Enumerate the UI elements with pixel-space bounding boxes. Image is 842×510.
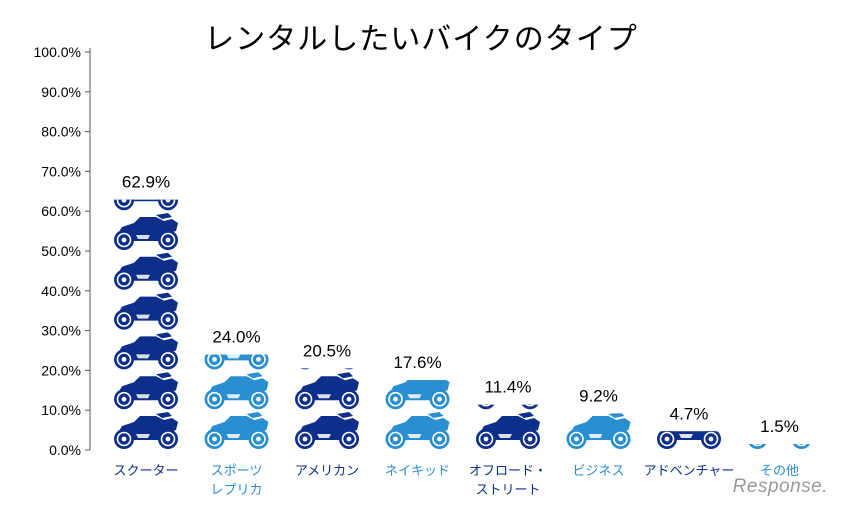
motorcycle-icon	[748, 444, 811, 449]
motorcycle-icon	[204, 354, 269, 370]
bar	[295, 368, 359, 449]
value-label: 9.2%	[579, 386, 618, 405]
category-label: アメリカン	[295, 464, 359, 479]
category-labels: スクーター スポーツレプリカ アメリカン ネイキッド オフロード・ストリート ビジネス アド…	[113, 464, 799, 498]
category-label: スクーター	[113, 464, 178, 479]
y-tick-label: 90.0%	[41, 84, 81, 100]
value-label: 17.6%	[393, 353, 441, 372]
bar	[114, 199, 178, 449]
motorcycle-icon	[114, 199, 178, 211]
y-tick-label: 20.0%	[41, 362, 81, 378]
bar	[657, 431, 721, 449]
category-label: オフロード・ストリート	[469, 464, 547, 498]
category-label: ネイキッド	[385, 464, 450, 479]
motorcycle-icon	[114, 292, 178, 330]
bar	[566, 413, 631, 449]
bar	[385, 379, 450, 449]
motorcycle-icon	[566, 413, 631, 449]
category-label: その他	[760, 464, 799, 479]
motorcycle-icon	[300, 368, 354, 370]
y-tick-label: 40.0%	[41, 283, 81, 299]
value-label: 4.7%	[670, 404, 709, 423]
bar	[476, 404, 540, 449]
watermark: Response.	[732, 476, 828, 497]
motorcycle-icon	[657, 431, 721, 449]
value-label: 20.5%	[303, 341, 351, 360]
motorcycle-icon	[385, 379, 450, 410]
y-tick-label: 30.0%	[41, 323, 81, 339]
motorcycle-icon	[114, 332, 178, 370]
motorcycle-icon	[114, 372, 178, 410]
bar	[748, 444, 811, 449]
category-label: ビジネス	[572, 464, 624, 479]
motorcycle-icon	[295, 412, 359, 449]
y-axis: 0.0% 10.0% 20.0% 30.0% 40.0% 50.0% 60.0% 70.0% 8…	[34, 44, 91, 458]
y-tick-label: 0.0%	[49, 442, 81, 458]
y-tick-label: 80.0%	[41, 124, 81, 140]
motorcycle-icon	[385, 412, 450, 449]
motorcycle-icon	[477, 404, 539, 410]
value-label: 62.9%	[122, 173, 170, 192]
y-tick-label: 70.0%	[41, 163, 81, 179]
motorcycle-icon	[476, 412, 540, 449]
motorcycle-icon	[204, 372, 269, 410]
bar	[204, 354, 269, 449]
y-tick-label: 10.0%	[41, 402, 81, 418]
category-label: スポーツレプリカ	[210, 464, 262, 498]
motorcycle-icon	[114, 412, 178, 449]
motorcycle-icon	[114, 252, 178, 290]
y-tick-label: 60.0%	[41, 203, 81, 219]
chart-title: レンタルしたいバイクのタイプ	[204, 22, 638, 57]
y-tick-label: 50.0%	[41, 243, 81, 259]
value-label: 11.4%	[485, 378, 532, 397]
value-label: 1.5%	[760, 417, 799, 436]
value-labels: 62.9% 24.0% 20.5% 17.6% 11.4% 9.2% 4.7% 1.5%	[122, 173, 799, 436]
motorcycle-icon	[114, 213, 178, 250]
bars	[114, 199, 811, 449]
motorcycle-icon	[295, 372, 359, 410]
value-label: 24.0%	[212, 327, 260, 346]
motorcycle-icon	[204, 412, 269, 449]
y-tick-label: 100.0%	[34, 44, 81, 60]
category-label: アドベンチャー	[644, 464, 735, 479]
